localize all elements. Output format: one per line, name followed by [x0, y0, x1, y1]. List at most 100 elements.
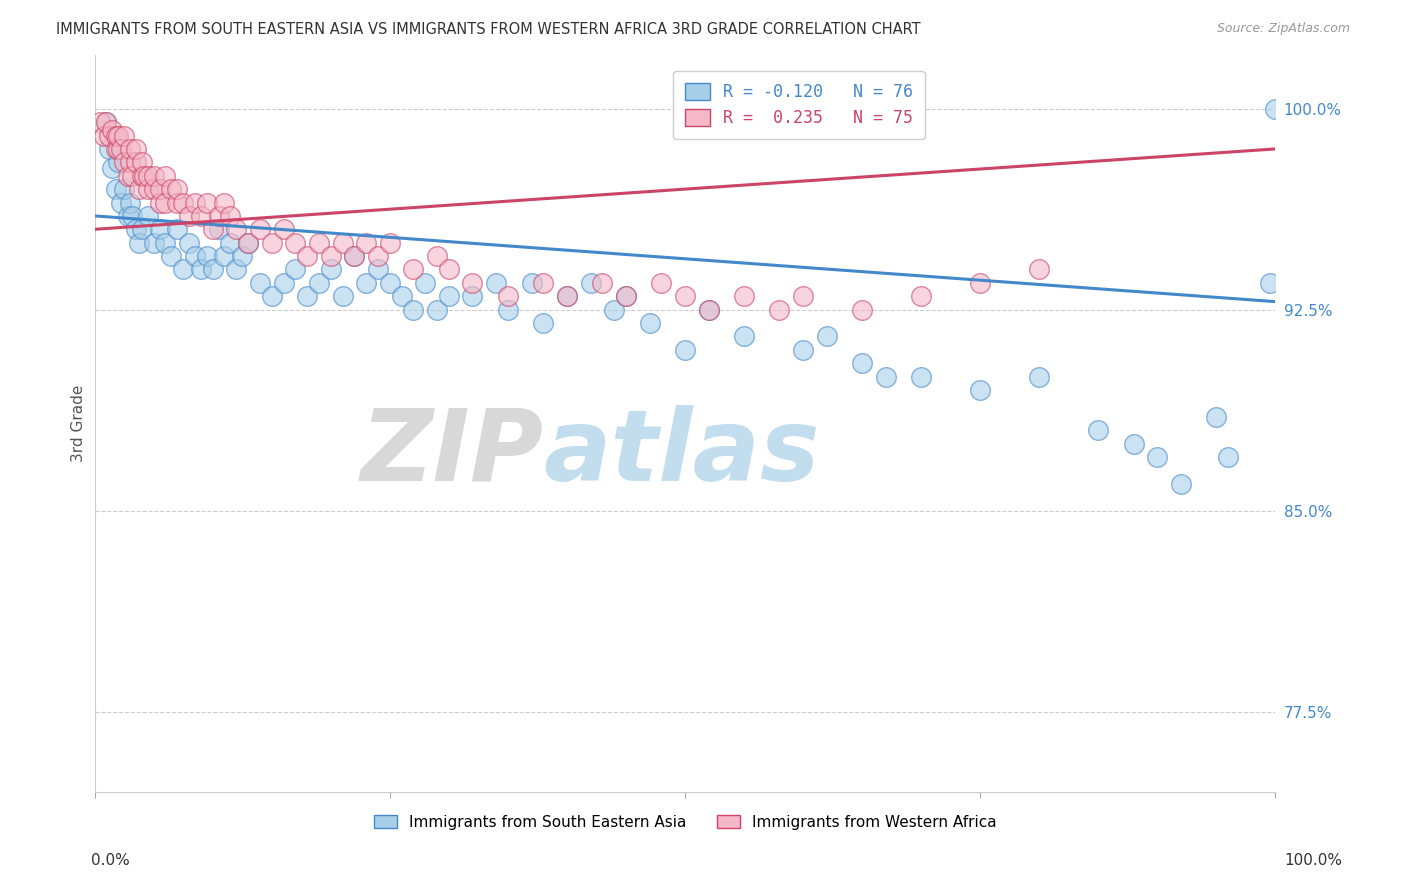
Point [136, 209, 159, 223]
Point [142, 235, 165, 250]
Point [308, 235, 330, 250]
Point [531, 276, 554, 290]
Point [319, 249, 342, 263]
Point [531, 316, 554, 330]
Point [134, 169, 156, 183]
Point [231, 249, 253, 263]
Point [117, 209, 139, 223]
Legend: Immigrants from South Eastern Asia, Immigrants from Western Africa: Immigrants from South Eastern Asia, Immi… [367, 809, 1002, 836]
Point [89, 115, 111, 129]
Text: IMMIGRANTS FROM SOUTH EASTERN ASIA VS IMMIGRANTS FROM WESTERN AFRICA 3RD GRADE C: IMMIGRANTS FROM SOUTH EASTERN ASIA VS IM… [56, 22, 921, 37]
Y-axis label: 3rd Grade: 3rd Grade [72, 384, 86, 462]
Point [166, 182, 188, 196]
Point [131, 155, 153, 169]
Point [697, 302, 720, 317]
Point [177, 209, 200, 223]
Point [249, 222, 271, 236]
Point [851, 302, 873, 317]
Point [768, 302, 790, 317]
Text: atlas: atlas [543, 405, 820, 501]
Point [121, 169, 143, 183]
Point [125, 155, 148, 169]
Point [391, 289, 413, 303]
Point [107, 128, 129, 143]
Point [555, 289, 578, 303]
Point [496, 289, 519, 303]
Point [142, 169, 165, 183]
Point [131, 169, 153, 183]
Point [96, 115, 118, 129]
Point [195, 195, 218, 210]
Point [125, 222, 148, 236]
Point [118, 155, 141, 169]
Point [101, 123, 124, 137]
Point [97, 128, 120, 143]
Point [1122, 436, 1144, 450]
Point [343, 249, 366, 263]
Point [201, 262, 224, 277]
Point [160, 249, 183, 263]
Point [437, 289, 460, 303]
Point [1205, 409, 1227, 424]
Point [118, 195, 141, 210]
Point [148, 195, 170, 210]
Point [319, 262, 342, 277]
Point [155, 235, 177, 250]
Point [136, 182, 159, 196]
Point [343, 249, 366, 263]
Point [207, 209, 229, 223]
Point [332, 235, 354, 250]
Point [650, 276, 672, 290]
Point [195, 249, 218, 263]
Point [184, 249, 207, 263]
Point [875, 369, 897, 384]
Point [225, 262, 247, 277]
Point [284, 235, 307, 250]
Point [219, 209, 242, 223]
Point [910, 289, 932, 303]
Point [402, 302, 425, 317]
Point [638, 316, 661, 330]
Point [101, 161, 124, 175]
Point [104, 142, 127, 156]
Point [354, 276, 377, 290]
Point [413, 276, 436, 290]
Point [128, 182, 150, 196]
Point [148, 182, 170, 196]
Point [969, 276, 991, 290]
Point [104, 182, 127, 196]
Point [136, 169, 159, 183]
Point [155, 169, 177, 183]
Point [426, 249, 449, 263]
Text: Source: ZipAtlas.com: Source: ZipAtlas.com [1216, 22, 1350, 36]
Point [260, 235, 283, 250]
Point [236, 235, 259, 250]
Point [125, 142, 148, 156]
Point [1218, 450, 1240, 464]
Point [172, 195, 194, 210]
Point [733, 289, 755, 303]
Point [107, 155, 129, 169]
Point [591, 276, 613, 290]
Point [110, 142, 132, 156]
Point [172, 262, 194, 277]
Point [579, 276, 602, 290]
Point [673, 343, 696, 357]
Point [461, 289, 484, 303]
Point [969, 383, 991, 397]
Point [160, 182, 183, 196]
Point [201, 222, 224, 236]
Point [1028, 262, 1050, 277]
Point [110, 195, 132, 210]
Point [792, 343, 814, 357]
Point [273, 276, 295, 290]
Point [128, 235, 150, 250]
Text: ZIP: ZIP [360, 405, 543, 501]
Point [112, 128, 135, 143]
Point [236, 235, 259, 250]
Point [697, 302, 720, 317]
Point [378, 235, 401, 250]
Point [614, 289, 637, 303]
Point [1146, 450, 1168, 464]
Point [402, 262, 425, 277]
